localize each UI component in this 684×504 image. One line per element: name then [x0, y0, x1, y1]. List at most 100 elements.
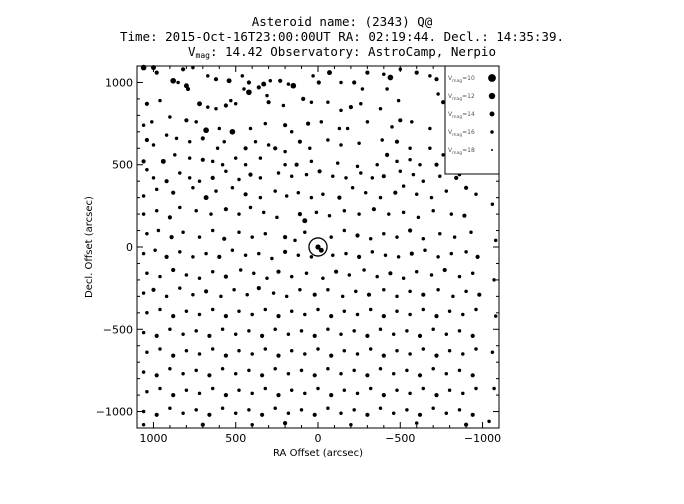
star-point [233, 411, 238, 415]
star-point [470, 271, 475, 276]
star-point [454, 175, 459, 180]
star-point [207, 373, 212, 378]
star-point [191, 186, 195, 190]
star-point [210, 175, 215, 180]
star-point [171, 353, 176, 358]
star-point [378, 107, 383, 111]
star-point [421, 237, 426, 241]
star-point [461, 391, 465, 396]
star-point [178, 286, 182, 290]
star-point [309, 100, 314, 104]
star-point [246, 89, 252, 96]
star-point [273, 367, 277, 371]
star-point [405, 368, 409, 373]
star-point [398, 118, 403, 123]
star-point [385, 87, 389, 91]
star-point [213, 77, 219, 82]
star-point [301, 96, 306, 101]
star-point [421, 347, 426, 351]
star-point [383, 253, 388, 257]
star-point [340, 294, 345, 299]
star-point [141, 212, 146, 216]
x-tick-label: −500 [385, 432, 415, 445]
stars-layer [140, 64, 498, 427]
star-point [141, 123, 146, 127]
star-point [408, 312, 412, 317]
star-point [266, 143, 271, 147]
star-point [390, 125, 394, 129]
star-point [141, 330, 146, 335]
star-point [316, 307, 320, 312]
star-point [273, 327, 277, 332]
star-point [355, 164, 360, 169]
star-point [493, 238, 498, 243]
star-point [347, 273, 352, 277]
star-point [286, 82, 291, 86]
star-point [363, 190, 368, 195]
legend-symbol [490, 130, 494, 134]
star-point [154, 373, 159, 378]
star-point [365, 120, 370, 124]
star-point [378, 327, 383, 332]
star-point [327, 213, 332, 218]
star-point [243, 192, 248, 197]
star-point [329, 353, 334, 358]
star-point [253, 139, 258, 144]
star-point [464, 289, 468, 294]
legend-label-sub: mag [452, 151, 462, 156]
star-point [141, 409, 146, 414]
star-point [217, 254, 222, 259]
y-tick-label: −500 [103, 323, 133, 336]
star-point [207, 412, 212, 417]
star-point [391, 411, 396, 415]
x-tick-label: −1000 [464, 432, 501, 445]
star-point [260, 373, 265, 378]
star-point [141, 370, 146, 374]
star-point [178, 205, 182, 210]
star-point [176, 80, 180, 85]
star-point [355, 352, 360, 356]
star-point [348, 105, 353, 110]
star-point [436, 288, 440, 292]
star-point [284, 294, 289, 299]
x-tick-label: 500 [225, 432, 246, 445]
star-point [382, 232, 386, 236]
star-point [421, 307, 426, 312]
star-point [296, 190, 301, 195]
star-point [395, 348, 399, 353]
star-point [365, 70, 370, 75]
star-point [461, 312, 465, 317]
legend-label-v: V [448, 93, 453, 100]
star-point [145, 311, 149, 315]
star-point [297, 212, 302, 217]
star-point [281, 103, 286, 108]
star-point [210, 269, 215, 274]
star-point [184, 348, 189, 353]
star-point [434, 393, 439, 398]
star-point [289, 309, 294, 313]
star-point [243, 146, 248, 151]
star-point [226, 78, 232, 84]
star-point [168, 327, 172, 332]
star-point [393, 190, 398, 195]
star-point [203, 195, 209, 201]
star-point [365, 373, 370, 378]
star-point [382, 72, 386, 76]
star-point [408, 391, 412, 396]
magnitude-observatory-line: Vmag: 14.42 Observatory: AstroCamp, Nerp… [0, 44, 684, 63]
star-point [312, 333, 317, 338]
star-point [342, 388, 347, 392]
star-point [303, 391, 307, 396]
star-point [247, 329, 251, 333]
star-point [421, 292, 426, 297]
star-point [357, 141, 361, 146]
star-point [434, 162, 439, 167]
star-point [145, 167, 149, 172]
star-point [414, 269, 419, 274]
star-point [365, 412, 370, 417]
star-point [326, 288, 330, 292]
star-point [423, 248, 427, 253]
star-point [207, 333, 212, 338]
star-point [490, 350, 495, 355]
